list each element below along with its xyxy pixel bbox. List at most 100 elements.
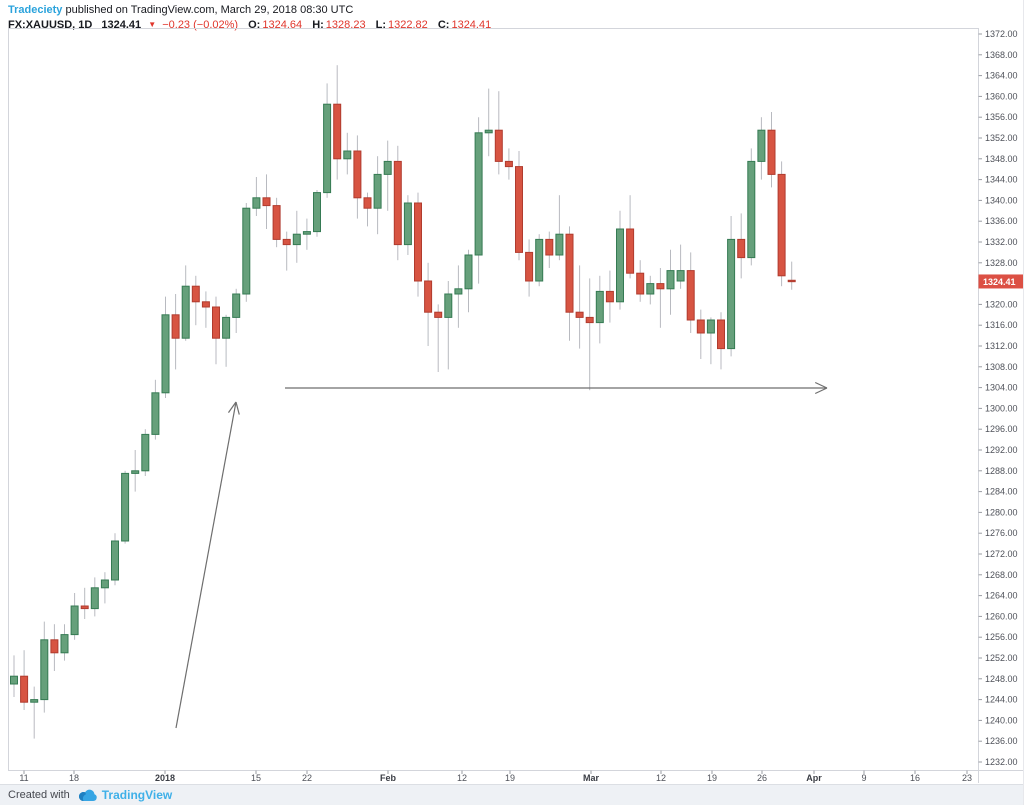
candle-down [565,233,574,313]
snapshot-footer: Created with TradingView [0,784,1024,805]
candle-up [676,270,685,282]
candle-up [757,129,766,162]
author-link[interactable]: Tradeciety [8,4,63,16]
candle-up [555,233,564,256]
y-axis-label: 1268.00 [985,570,1018,580]
candle-up [474,132,483,256]
candle-up [535,238,544,282]
candle-down [393,160,402,246]
candle-down [50,639,59,654]
candle-up [373,173,382,209]
published-text: published on TradingView.com, March 29, … [62,4,354,16]
x-axis-label: 19 [707,773,717,783]
candle-up [252,197,261,209]
x-axis-label: 16 [910,773,920,783]
chart-canvas: 1372.00 1368.00 1364.00 1360.00 1356.00 1352.… [8,28,1024,783]
y-axis-label: 1312.00 [985,341,1018,351]
y-axis-label: 1344.00 [985,175,1018,185]
y-axis-label: 1356.00 [985,112,1018,122]
candle-down [737,238,746,259]
candle-up [141,433,150,472]
candle-down [777,173,786,277]
candle-up [232,293,241,318]
y-axis-label: 1368.00 [985,50,1018,60]
candle-up [222,316,231,339]
y-axis-label: 1364.00 [985,71,1018,81]
y-axis-label: 1340.00 [985,195,1018,205]
close-label: C: [437,19,450,31]
candle-up [242,207,251,295]
candle-down [212,306,220,339]
candle-up [131,470,140,474]
uptrend-arrow[interactable] [175,401,237,729]
candle-down [696,319,705,334]
candle-down [636,272,645,295]
candle-up [90,587,99,610]
candle-down [201,301,210,308]
candle-up [121,472,130,542]
candle-down [353,150,362,199]
x-axis-label: 15 [251,773,261,783]
x-axis-label: 12 [656,773,666,783]
candle-up [70,605,79,636]
y-axis-label: 1320.00 [985,299,1018,309]
candle-up [111,540,119,581]
candle-up [666,270,675,290]
candle-down [787,279,796,283]
candle-down [605,290,614,303]
y-axis-label: 1292.00 [985,445,1018,455]
candle-down [545,238,554,256]
candle-down [171,314,180,339]
candle-up [616,228,624,303]
plot-border [8,28,979,771]
candle-up [181,285,190,339]
tradingview-logo-icon [78,789,97,801]
candle-down [585,316,594,324]
candle-up [747,160,756,259]
candle-down [515,166,523,253]
candle-down [686,270,695,321]
y-axis-label: 1276.00 [985,528,1018,538]
candle-down [494,129,503,162]
y-axis-label: 1260.00 [985,611,1018,621]
y-axis-label: 1360.00 [985,91,1018,101]
x-axis-label: 12 [457,773,467,783]
last-price-label [978,274,1024,289]
attribution-line: Tradeciety published on TradingView.com,… [8,3,491,17]
uptrend-arrow-head [227,401,237,413]
candle-up [595,290,604,324]
y-axis-label: 1252.00 [985,653,1018,663]
y-axis-label: 1308.00 [985,362,1018,372]
y-axis-label: 1284.00 [985,487,1018,497]
down-triangle-icon: ▼ [148,20,157,29]
candle-down [282,238,291,246]
candle-down [504,160,513,168]
x-axis-label: 22 [302,773,312,783]
x-axis-label: Feb [380,773,397,783]
candle-up [383,160,392,175]
candle-down [525,251,534,282]
candle-down [262,197,271,207]
candle-up [464,254,473,290]
y-axis-label: 1372.00 [985,29,1018,39]
candle-down [80,605,89,610]
sideways-range-arrow-head [814,387,828,395]
candle-down [656,283,665,290]
candle-up [40,639,49,701]
y-axis-label: 1304.00 [985,383,1018,393]
candle-down [626,228,635,274]
y-axis-label: 1336.00 [985,216,1018,226]
y-axis-label: 1236.00 [985,736,1018,746]
candle-down [414,202,422,282]
y-axis-label: 1240.00 [985,715,1018,725]
candle-down [333,103,342,160]
x-axis-label: Mar [583,773,600,783]
tradingview-link[interactable]: TradingView [101,788,173,802]
uptrend-arrow-head [235,401,240,415]
x-axis-label: 11 [19,773,28,783]
x-axis-label: 19 [505,773,515,783]
low-label: L: [375,19,387,31]
candle-down [767,129,776,175]
y-axis-label: 1332.00 [985,237,1018,247]
